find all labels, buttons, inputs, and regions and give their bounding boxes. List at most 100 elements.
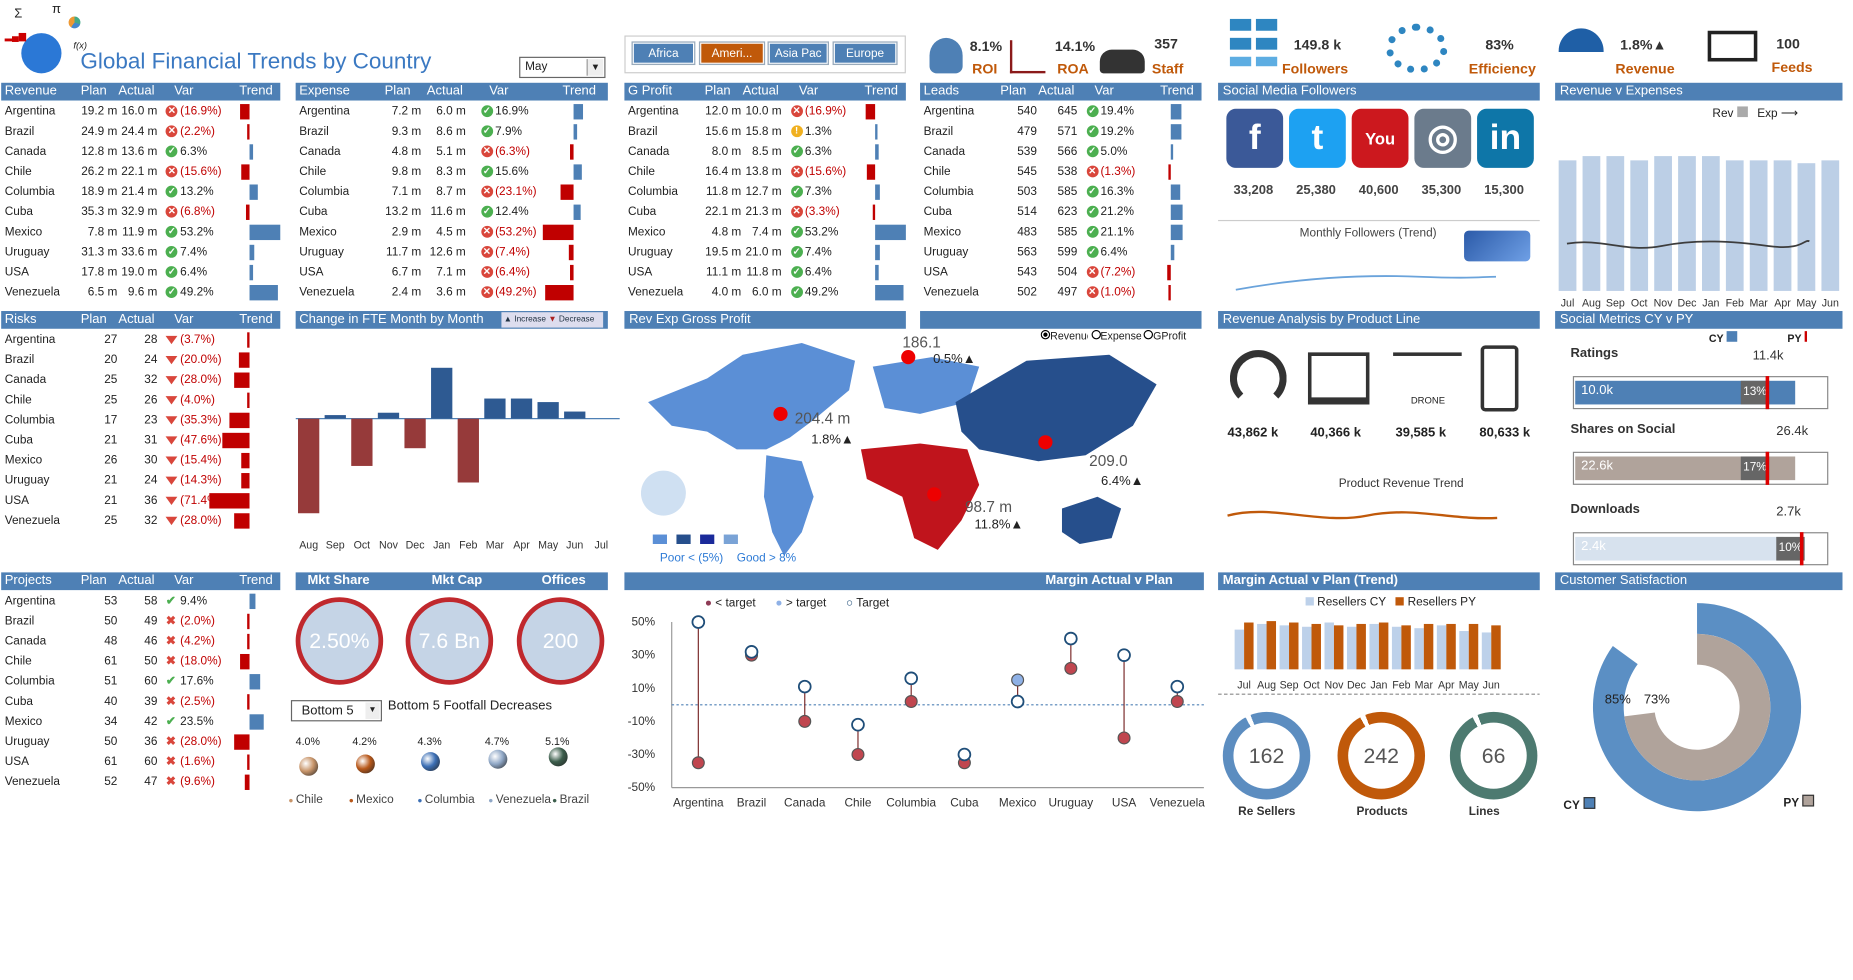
revexp-x-label: Jul xyxy=(1561,297,1575,309)
check-icon: ✔ xyxy=(165,594,176,608)
table-row: USA 11.1 m 11.8 m ✓ 6.4% xyxy=(628,263,906,283)
leads-col-header: Var xyxy=(1094,83,1114,99)
margin-y-tick: -10% xyxy=(628,714,656,728)
radio-expense[interactable] xyxy=(1090,329,1101,340)
radio-gprofit-label: GProfit xyxy=(1153,329,1187,342)
check-circle-icon: ✓ xyxy=(1086,225,1099,238)
leads-col-header: Trend xyxy=(1160,83,1194,99)
radio-revenue[interactable] xyxy=(1040,329,1051,340)
trend-bar xyxy=(238,352,250,368)
actual-cell: 50 xyxy=(144,655,158,669)
var-cell: 6.3% xyxy=(804,145,832,159)
table-row: Canada 539 566 ✓ 5.0% xyxy=(924,142,1202,162)
country-cell: Argentina xyxy=(4,105,56,119)
var-cell: (53.2%) xyxy=(495,225,537,239)
metric-py-marker xyxy=(1765,451,1770,485)
mkt-share-circle: 2.50% xyxy=(295,597,384,685)
trend-bar xyxy=(239,653,250,670)
fte-bar xyxy=(564,411,586,419)
revexp-bar xyxy=(1654,156,1672,291)
country-cell: Chile xyxy=(4,393,32,407)
var-cell: (15.4%) xyxy=(180,454,222,468)
legend-swatch-pale xyxy=(723,534,738,544)
region-africa-button[interactable]: Africa xyxy=(631,41,696,66)
margin-trend-x-label: Apr xyxy=(1438,679,1455,691)
cust-header: Customer Satisfaction xyxy=(1555,572,1843,591)
margin-trend-x-label: Jun xyxy=(1483,679,1500,691)
check-circle-icon: ✓ xyxy=(165,266,178,278)
actual-cell: 5.1 m xyxy=(436,145,466,159)
table-row: Venezuela 502 497 ✕ (1.0%) xyxy=(924,283,1202,303)
trend-bar xyxy=(875,264,879,281)
resellers-py-bar xyxy=(1468,623,1479,670)
actual-cell: 497 xyxy=(1057,286,1078,300)
table-row: Mexico 26 30 (15.4%) xyxy=(5,451,281,471)
gears-icon xyxy=(1386,23,1448,74)
plan-cell: 25 xyxy=(104,393,118,407)
follower-count: 35,300 xyxy=(1421,183,1462,198)
actual-cell: 11.6 m xyxy=(430,205,466,219)
table-row: Venezuela 52 47 ✖ (9.6%) xyxy=(5,772,281,792)
var-cell: 7.4% xyxy=(804,245,832,259)
check-circle-icon: ✓ xyxy=(790,266,803,278)
var-cell: 53.2% xyxy=(180,225,214,239)
var-cell: (28.0%) xyxy=(180,735,222,749)
projects-col-header: Actual xyxy=(118,573,155,588)
actual-cell: 9.6 m xyxy=(127,286,158,300)
resellers-py-bar xyxy=(1491,625,1501,670)
margin-chart: 50% 30% 10% -10% -30% -50% Argentina Brazil Cana… xyxy=(628,615,1206,810)
drone-icon xyxy=(1393,352,1462,380)
month-select[interactable]: May ▼ xyxy=(519,56,606,79)
cust-cy-arc xyxy=(1592,603,1802,812)
cross-icon: ✖ xyxy=(165,735,176,749)
resellers-cy-bar xyxy=(1279,625,1290,670)
twitter-icon[interactable]: t xyxy=(1289,108,1346,168)
fte-bar xyxy=(298,418,320,514)
table-row: Chile 61 50 ✖ (18.0%) xyxy=(5,652,281,672)
legend-above: > target xyxy=(785,597,827,611)
trend-bar xyxy=(865,104,876,120)
actual-cell: 599 xyxy=(1057,245,1078,259)
instagram-icon[interactable]: ◎ xyxy=(1414,108,1472,168)
plan-cell: 21 xyxy=(104,434,118,448)
youtube-icon[interactable]: You xyxy=(1351,108,1409,168)
resellers-py-bar xyxy=(1333,625,1344,670)
projects-col-header: Var xyxy=(174,573,194,588)
var-cell: (28.0%) xyxy=(180,514,222,528)
var-cell: 6.4% xyxy=(804,266,832,280)
footfall-select[interactable]: Bottom 5 ▼ xyxy=(290,700,382,722)
margin-actual-point xyxy=(1170,695,1184,709)
region-europe-button[interactable]: Europe xyxy=(832,41,898,66)
fte-title: Change in FTE Month by Month xyxy=(299,312,484,327)
radio-gprofit[interactable] xyxy=(1143,329,1154,340)
margin-target-point xyxy=(797,679,812,694)
linkedin-icon[interactable]: in xyxy=(1477,108,1534,168)
footfall-dot-icon: ● xyxy=(417,797,425,806)
mkt-cap-circle: 7.6 Bn xyxy=(405,597,494,685)
fte-x-label: Jun xyxy=(566,540,583,552)
australia-shape xyxy=(1061,496,1122,544)
resellers-cy-bar xyxy=(1481,632,1492,670)
plan-cell: 563 xyxy=(1017,245,1037,259)
margin-actual-point xyxy=(1117,731,1131,745)
actual-cell: 7.4 m xyxy=(752,225,782,239)
pi-icon: π xyxy=(52,2,62,17)
growth-chart-icon xyxy=(1009,40,1046,74)
var-cell: (15.6%) xyxy=(804,165,847,179)
trend-bar xyxy=(247,392,250,408)
expense-title: Expense xyxy=(299,83,350,99)
plan-cell: 35.3 m xyxy=(81,205,118,219)
check-circle-icon: ✓ xyxy=(790,145,803,158)
staff-label: Staff xyxy=(1151,60,1184,77)
legend-target: Target xyxy=(856,597,890,611)
revexp-bar xyxy=(1606,156,1625,291)
region-asiapac-button[interactable]: Asia Pac xyxy=(767,41,830,66)
metric-cy-bar xyxy=(1575,536,1784,561)
country-cell: Uruguay xyxy=(627,245,673,259)
region-americas-button[interactable]: Ameri... xyxy=(698,41,766,66)
var-cell: (6.3%) xyxy=(495,145,530,159)
facebook-icon[interactable]: f xyxy=(1226,108,1284,168)
europe-shape xyxy=(872,357,980,414)
metric-py-marker xyxy=(1799,532,1804,566)
umbrella-icon xyxy=(1558,28,1604,53)
